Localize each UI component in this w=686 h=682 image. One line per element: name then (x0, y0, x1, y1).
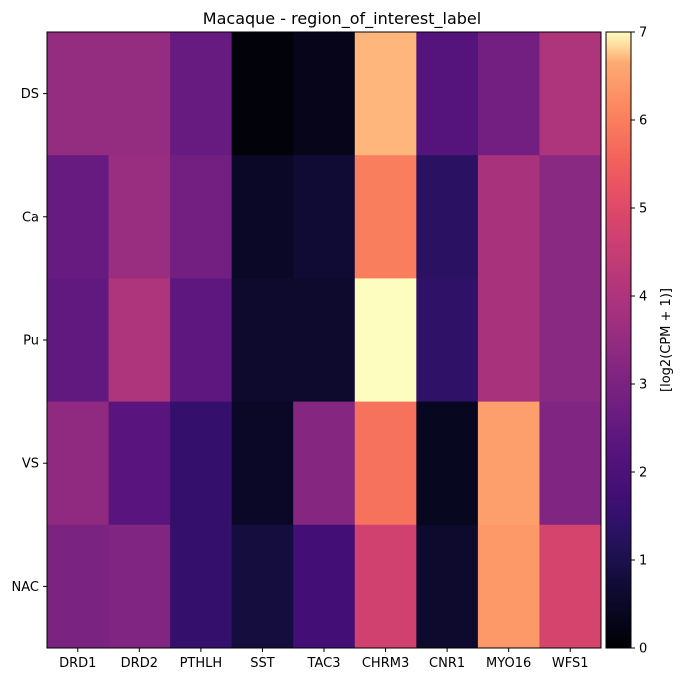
heatmap-cell (477, 524, 540, 649)
heatmap-cell (170, 155, 233, 279)
heatmap-cell (293, 278, 356, 403)
heatmap-cell (293, 155, 356, 279)
x-tick-label: WFS1 (552, 656, 589, 671)
x-tick-label: MYO16 (486, 656, 531, 671)
colorbar-tick-label: 6 (639, 114, 647, 129)
heatmap-cell (354, 278, 417, 403)
heatmap-cell (47, 32, 110, 156)
heatmap-cell (354, 155, 417, 279)
heatmap-cell (416, 32, 479, 156)
heatmap-cell (539, 401, 602, 526)
heatmap-cell (231, 401, 294, 526)
colorbar-tick-label: 4 (639, 290, 647, 305)
colorbar-tick-label: 2 (639, 466, 647, 481)
heatmap-cell (108, 155, 171, 279)
colorbar-axis: 0 1 2 3 4 5 6 7 (631, 26, 647, 657)
heatmap-cell (293, 524, 356, 649)
heatmap-cell (477, 32, 540, 156)
heatmap-cell (231, 155, 294, 279)
heatmap-cells (47, 32, 602, 649)
x-tick-label: TAC3 (307, 656, 341, 671)
heatmap-cell (47, 278, 110, 403)
heatmap-cell (170, 401, 233, 526)
heatmap-cell (108, 524, 171, 649)
heatmap-cell (231, 278, 294, 403)
heatmap-cell (108, 401, 171, 526)
y-tick-label: NAC (12, 580, 39, 595)
x-tick-label: PTHLH (180, 656, 223, 671)
heatmap-cell (539, 278, 602, 403)
heatmap-cell (170, 278, 233, 403)
heatmap-cell (170, 32, 233, 156)
x-tick-label: CHRM3 (362, 656, 409, 671)
heatmap-cell (47, 524, 110, 649)
heatmap-cell (354, 401, 417, 526)
y-axis: DS Ca Pu VS NAC (12, 87, 47, 595)
y-tick-label: VS (22, 457, 39, 472)
heatmap-cell (47, 401, 110, 526)
x-tick-label: SST (250, 656, 275, 671)
colorbar (605, 31, 632, 649)
heatmap-cell (416, 401, 479, 526)
chart-title: Macaque - region_of_interest_label (203, 9, 481, 29)
heatmap-cell (416, 155, 479, 279)
colorbar-tick-label: 7 (639, 26, 647, 41)
y-tick-label: DS (21, 87, 39, 102)
heatmap-cell (477, 401, 540, 526)
heatmap-cell (293, 32, 356, 156)
y-tick-label: Pu (23, 334, 39, 349)
x-tick-label: DRD2 (121, 656, 158, 671)
colorbar-tick-label: 3 (639, 378, 647, 393)
x-axis: DRD1 DRD2 PTHLH SST TAC3 CHRM3 CNR1 MYO16 WFS1 (59, 648, 589, 671)
heatmap-cell (539, 524, 602, 649)
colorbar-tick-label: 1 (639, 554, 647, 569)
heatmap-cell (231, 32, 294, 156)
heatmap-cell (539, 155, 602, 279)
colorbar-tick-label: 5 (639, 202, 647, 217)
heatmap-cell (108, 32, 171, 156)
heatmap-cell (539, 32, 602, 156)
x-tick-label: CNR1 (429, 656, 465, 671)
heatmap-cell (170, 524, 233, 649)
y-tick-label: Ca (22, 210, 39, 225)
heatmap-cell (47, 155, 110, 279)
heatmap-cell (354, 524, 417, 649)
heatmap-cell (477, 278, 540, 403)
heatmap-cell (477, 155, 540, 279)
heatmap-cell (416, 524, 479, 649)
x-tick-label: DRD1 (59, 656, 96, 671)
colorbar-label: [log2(CPM + 1)] (659, 288, 674, 392)
heatmap-cell (108, 278, 171, 403)
heatmap-cell (416, 278, 479, 403)
heatmap-cell (354, 32, 417, 156)
heatmap-cell (231, 524, 294, 649)
heatmap-cell (293, 401, 356, 526)
colorbar-tick-label: 0 (639, 642, 647, 657)
